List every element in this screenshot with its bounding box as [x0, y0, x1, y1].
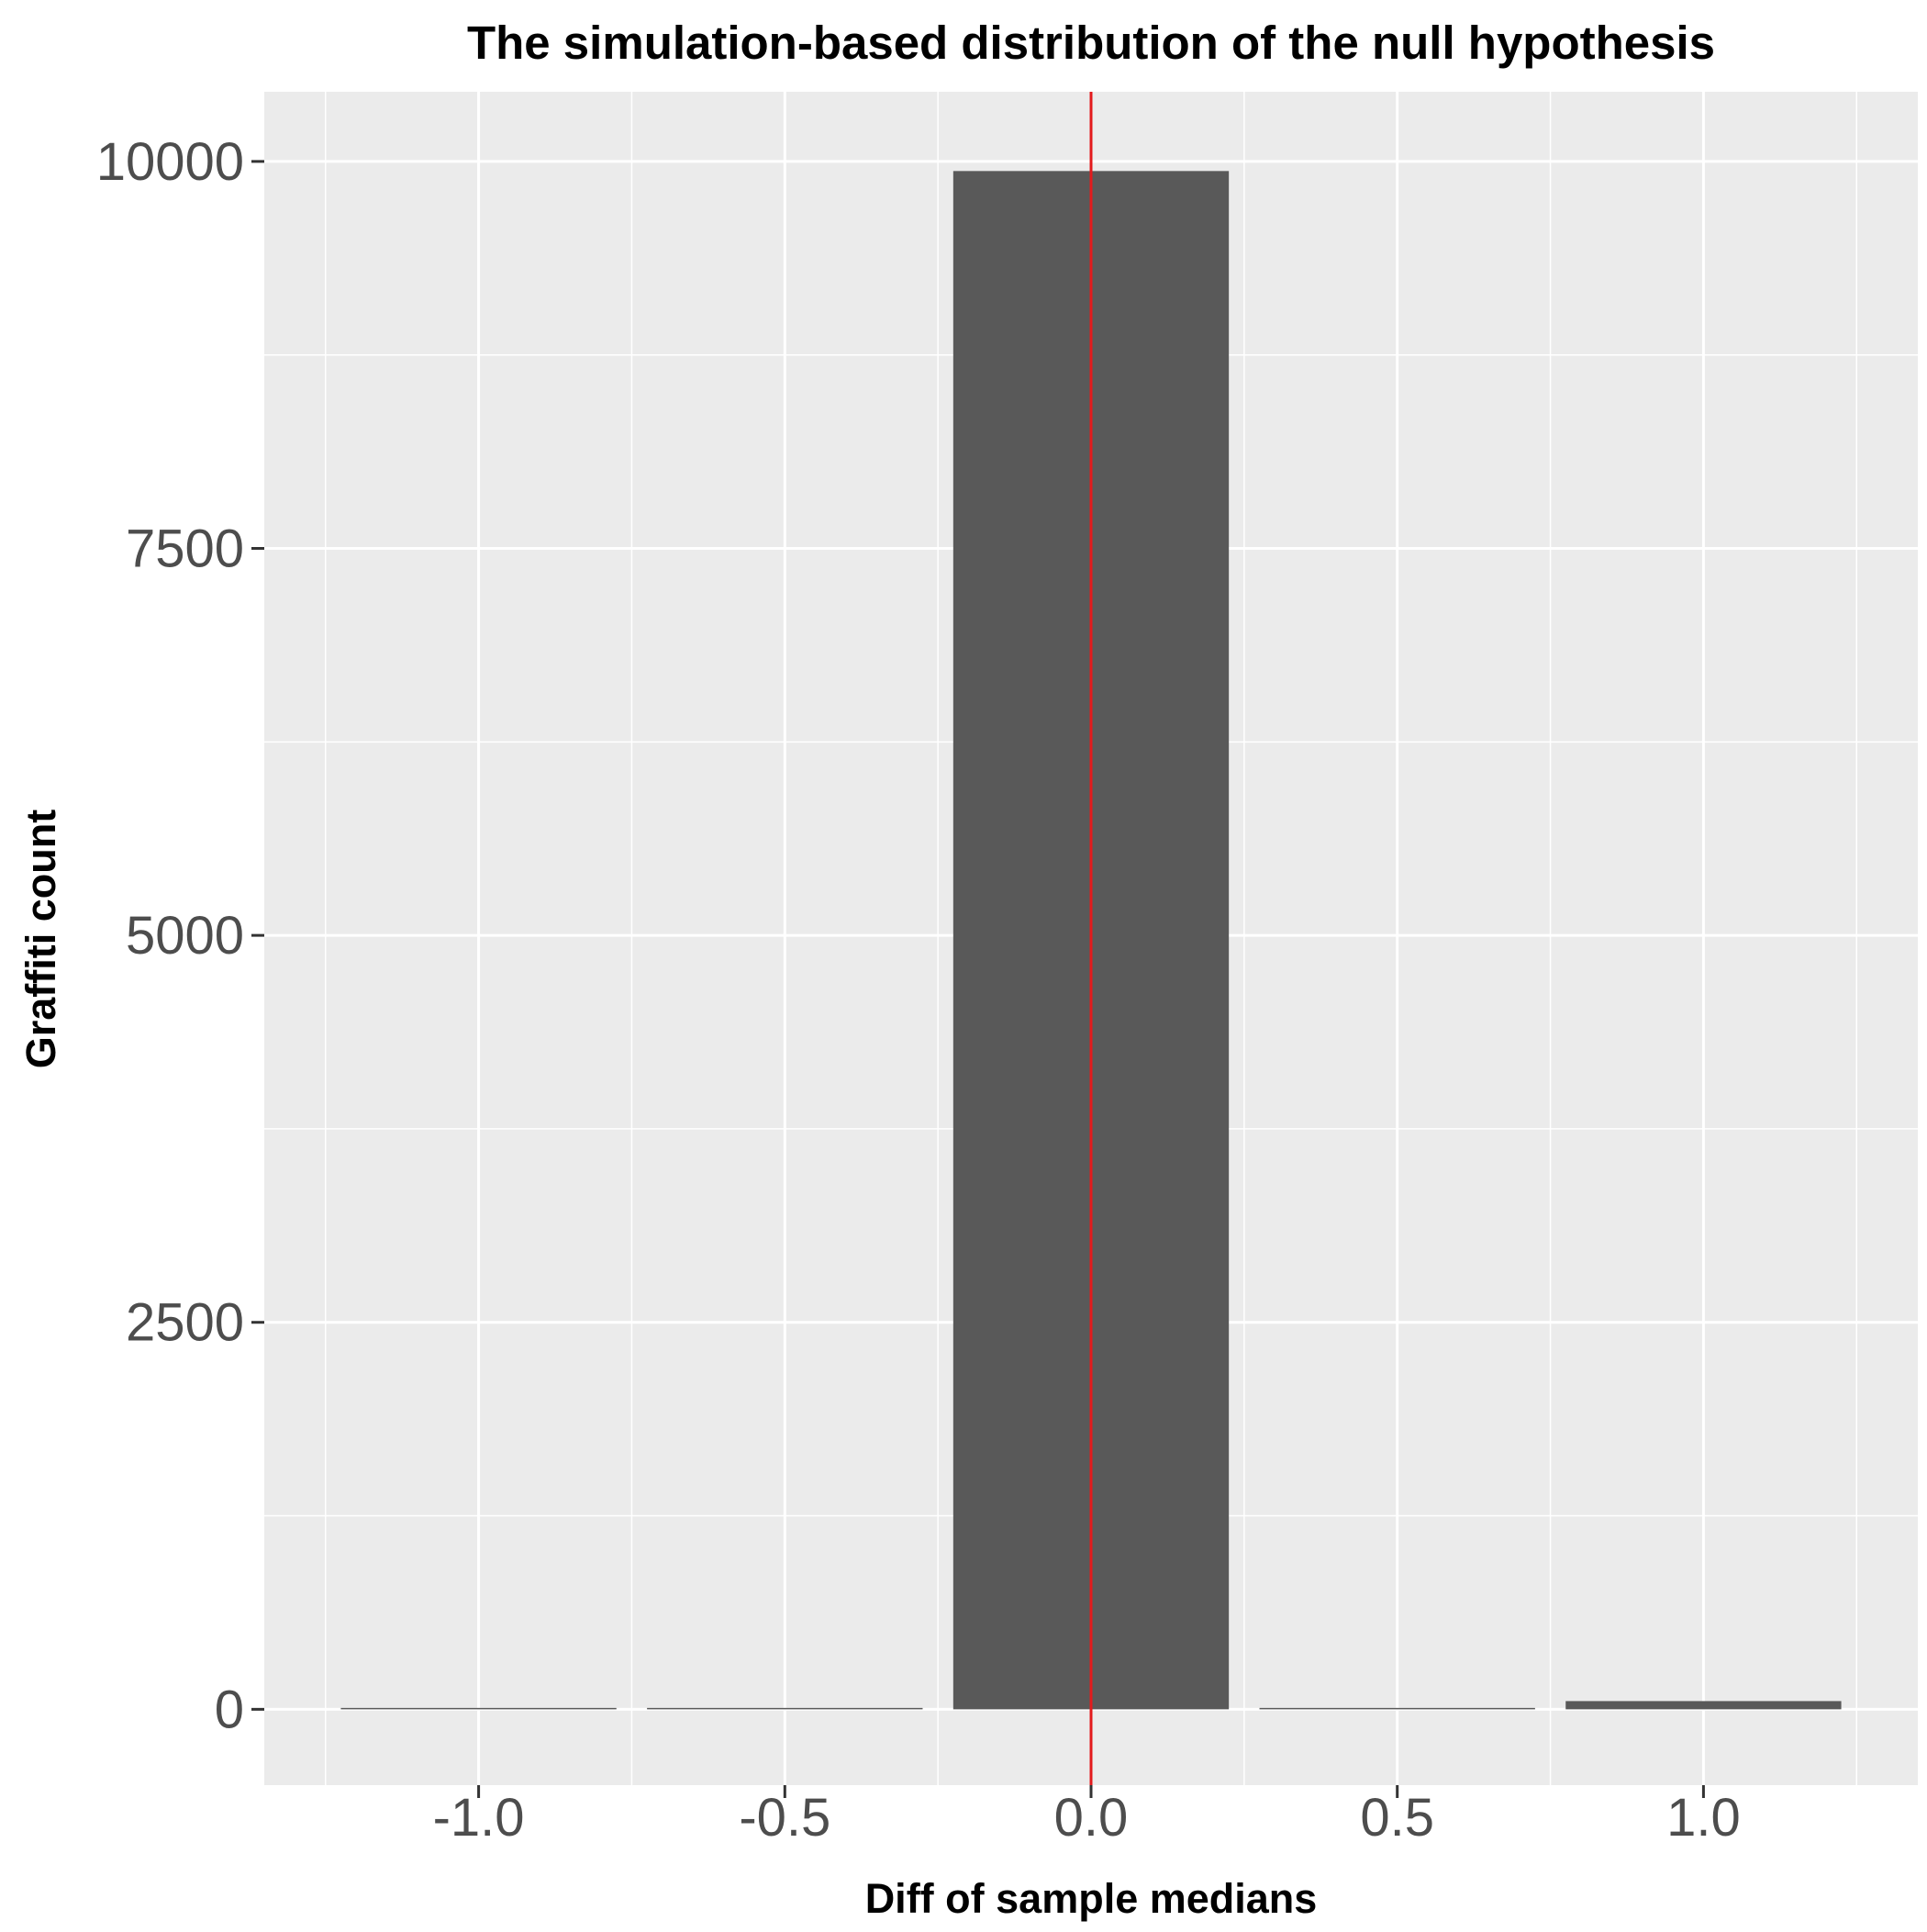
x-tick-label: -1.0 — [433, 1788, 525, 1848]
histogram-bar — [1259, 1707, 1535, 1710]
x-axis-title: Diff of sample medians — [865, 1875, 1318, 1922]
x-tick-label: -0.5 — [739, 1788, 830, 1848]
y-tick-label: 5000 — [126, 906, 244, 966]
x-tick-label: 0.5 — [1360, 1788, 1434, 1848]
x-tick-labels: -1.0 -0.5 0.0 0.5 1.0 — [433, 1788, 1741, 1848]
x-tick-label: 0.0 — [1054, 1788, 1129, 1848]
y-tick-labels: 0 2500 5000 7500 10000 — [96, 132, 244, 1739]
histogram-bar — [1565, 1701, 1842, 1710]
y-tick-label: 10000 — [96, 132, 244, 192]
y-tick-label: 2500 — [126, 1293, 244, 1353]
histogram-bar — [340, 1707, 617, 1710]
axis-ticks — [251, 160, 1705, 1798]
chart-title: The simulation-based distribution of the… — [467, 17, 1715, 69]
y-tick-label: 7500 — [126, 519, 244, 579]
y-axis-title: Graffiti count — [17, 810, 64, 1068]
x-tick-label: 1.0 — [1666, 1788, 1741, 1848]
y-tick-label: 0 — [215, 1680, 244, 1739]
histogram-bar — [647, 1707, 923, 1710]
